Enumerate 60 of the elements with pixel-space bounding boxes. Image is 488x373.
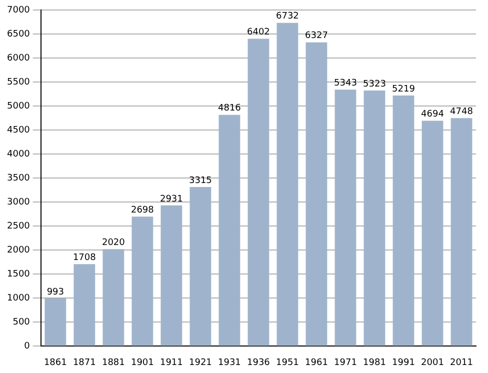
- bar: [306, 42, 328, 346]
- bar: [276, 22, 298, 346]
- bar: [74, 264, 96, 346]
- bar: [190, 186, 212, 346]
- bar: [132, 216, 154, 346]
- data-label: 6402: [247, 28, 270, 38]
- data-label: 5323: [363, 79, 386, 90]
- data-label: 993: [46, 287, 64, 298]
- x-tick-label: 1911: [160, 358, 183, 368]
- y-tick-label: 5500: [7, 77, 30, 88]
- y-tick-label: 1500: [7, 270, 30, 280]
- x-tick-label: 1981: [363, 358, 386, 368]
- y-tick-label: 2000: [7, 245, 30, 256]
- bar: [364, 90, 386, 346]
- x-tick-label: 1921: [188, 358, 212, 368]
- y-tick-label: 7000: [7, 5, 30, 16]
- y-tick-label: 2500: [7, 221, 30, 232]
- data-label: 2931: [160, 194, 183, 204]
- x-tick-label: 1971: [334, 358, 357, 368]
- bar: [160, 205, 182, 346]
- data-label: 5343: [334, 78, 357, 88]
- bar: [450, 118, 472, 346]
- bar: [422, 120, 444, 346]
- x-tick-label: 1961: [305, 358, 328, 368]
- bar: [392, 96, 414, 346]
- y-tick-label: 4500: [7, 125, 30, 136]
- data-label: 4816: [218, 104, 242, 114]
- x-tick-label: 2011: [450, 358, 473, 368]
- x-tick-label: 1991: [392, 358, 415, 368]
- y-tick-label: 3500: [7, 173, 30, 184]
- data-label: 2020: [102, 238, 126, 248]
- bar: [102, 249, 124, 346]
- x-tick-label: 1881: [102, 358, 125, 368]
- data-label: 4748: [450, 107, 474, 118]
- data-label: 6732: [276, 12, 299, 22]
- x-tick-label: 1931: [218, 358, 241, 368]
- y-tick-label: 6000: [7, 53, 30, 64]
- x-tick-label: 1861: [44, 358, 67, 368]
- y-tick-label: 4000: [7, 149, 30, 160]
- y-tick-label: 6500: [7, 29, 30, 40]
- bar: [334, 90, 356, 346]
- x-tick-label: 1871: [72, 358, 96, 368]
- x-tick-label: 1951: [276, 358, 299, 368]
- y-tick-label: 500: [12, 318, 30, 328]
- x-tick-label: 2001: [421, 358, 444, 368]
- data-label: 3315: [188, 176, 212, 186]
- data-label: 1708: [72, 253, 96, 264]
- bar: [218, 114, 240, 346]
- data-label: 5219: [392, 84, 416, 94]
- data-label: 4694: [421, 110, 444, 120]
- bar: [248, 38, 270, 346]
- bar: [44, 298, 66, 346]
- y-tick-label: 5000: [7, 101, 30, 112]
- data-label: 6327: [305, 31, 328, 42]
- data-label: 2698: [130, 205, 154, 216]
- y-tick-label: 1000: [7, 294, 30, 304]
- x-tick-label: 1901: [130, 358, 154, 368]
- y-tick-label: 0: [24, 342, 30, 352]
- x-tick-label: 1936: [247, 358, 270, 368]
- y-tick-label: 3000: [7, 197, 30, 208]
